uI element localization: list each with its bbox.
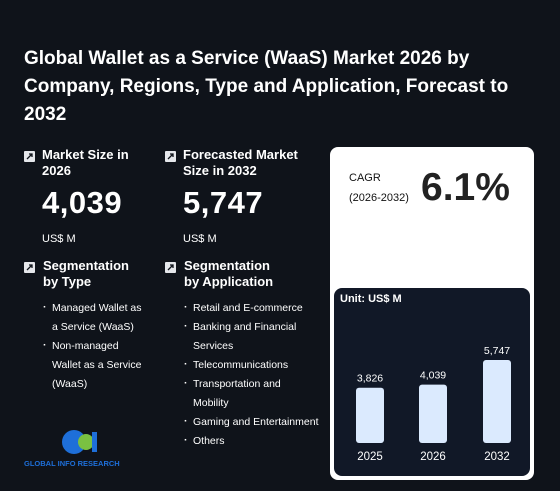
cagr-value: 6.1%	[421, 166, 510, 209]
cagr-label: CAGR	[349, 172, 381, 184]
segment-list: Managed Wallet as a Service (WaaS)Non-ma…	[43, 298, 143, 394]
kpi-unit: US$ M	[183, 233, 217, 245]
kpi-value: 4,039	[42, 185, 123, 220]
segment-heading: Segmentation by Application	[184, 258, 274, 289]
logo-mark: GLOBAL INFO RESEARCH	[24, 430, 120, 468]
kpi-value: 5,747	[183, 185, 264, 220]
segment-item: Transportation and Mobility	[184, 374, 319, 413]
segment-item: Retail and E-commerce	[184, 298, 319, 318]
bar	[356, 387, 384, 443]
kpi-label: Forecasted Market Size in 2032	[183, 147, 298, 178]
segment-item: Telecommunications	[184, 355, 319, 375]
icon	[165, 151, 176, 162]
x-tick-label: 2025	[357, 451, 383, 463]
kpi-unit: US$ M	[42, 233, 76, 245]
segment-item: Others	[184, 431, 319, 451]
bar	[419, 384, 447, 443]
x-tick-label: 2026	[420, 451, 446, 463]
segment-item: Banking and Financial Services	[184, 317, 319, 356]
segment-heading: Segmentation by Type	[43, 258, 129, 289]
value-label: 3,826	[357, 373, 383, 385]
logo-text: GLOBAL INFO RESEARCH	[24, 459, 120, 468]
segment-list: Retail and E-commerceBanking and Financi…	[184, 298, 319, 451]
segment-item: Non-managed Wallet as a Service (WaaS)	[43, 336, 143, 394]
logo: GLOBAL INFO RESEARCH	[24, 428, 144, 472]
cagr-period: (2026-2032)	[349, 192, 409, 204]
icon	[24, 262, 35, 273]
value-label: 5,747	[484, 345, 510, 357]
chart-panel: Unit: US$ M 3,826 2025 4,039 2026 5,747 2032	[334, 288, 530, 476]
icon	[24, 151, 35, 162]
segment-item: Managed Wallet as a Service (WaaS)	[43, 298, 143, 337]
chart: Unit: US$ M 3,826 2025 4,039 2026 5,747 2032	[340, 293, 511, 463]
bar	[483, 360, 511, 443]
kpi-label: Market Size in 2026	[42, 147, 129, 178]
icon	[165, 262, 176, 273]
title: Global Wallet as a Service (WaaS) Market…	[24, 48, 509, 125]
value-label: 4,039	[420, 370, 446, 382]
segment-item: Gaming and Entertainment	[184, 412, 319, 432]
chart-unit: Unit: US$ M	[340, 293, 402, 305]
x-tick-label: 2032	[484, 451, 510, 463]
